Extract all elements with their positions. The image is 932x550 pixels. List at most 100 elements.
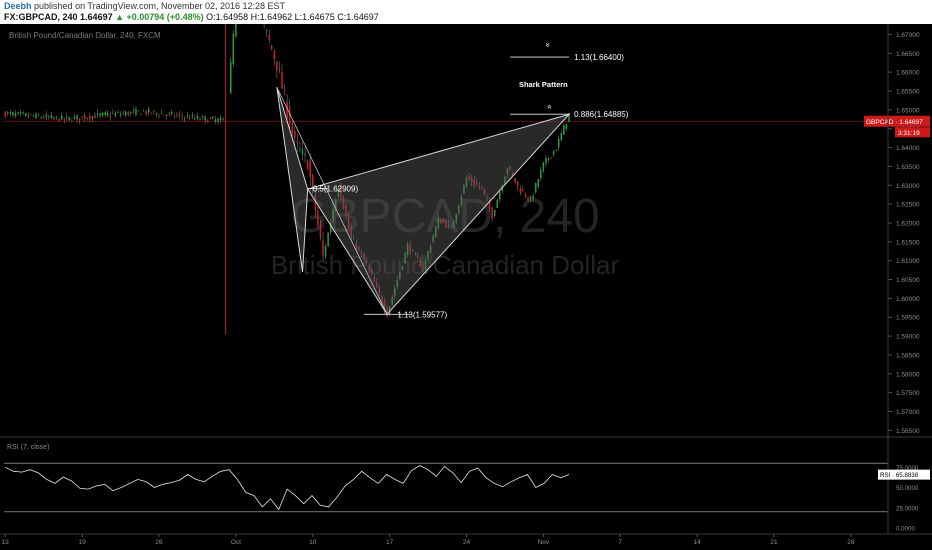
candle-body bbox=[32, 115, 35, 117]
candle-body bbox=[516, 181, 519, 187]
candle-body bbox=[399, 271, 401, 279]
author-link[interactable]: Deebh bbox=[4, 1, 32, 11]
x-tick-label: 21 bbox=[770, 539, 778, 546]
candle-body bbox=[58, 118, 60, 122]
candle-body bbox=[386, 308, 388, 317]
candle-body bbox=[171, 112, 173, 114]
candle-body bbox=[183, 117, 186, 119]
candle-body bbox=[447, 224, 450, 227]
x-tick-label: Oct bbox=[231, 539, 241, 546]
candle-body bbox=[299, 148, 301, 150]
candle-body bbox=[563, 124, 565, 135]
candle-body bbox=[229, 61, 232, 94]
candle-body bbox=[427, 251, 429, 260]
fib-level-label: 1.13(1.66400) bbox=[574, 53, 624, 62]
candle-body bbox=[42, 116, 45, 119]
candle-body bbox=[450, 226, 452, 227]
rsi-tick-label: 50.0000 bbox=[896, 485, 919, 492]
candle-body bbox=[304, 154, 306, 156]
candle-body bbox=[347, 215, 350, 228]
x-tick-label: 19 bbox=[79, 539, 87, 546]
candle-body bbox=[273, 50, 276, 60]
candle-body bbox=[7, 112, 9, 114]
candle-body bbox=[519, 188, 522, 193]
chart-title: British Pound/Canadian Dollar, 240, FXCM bbox=[9, 31, 161, 40]
candle-body bbox=[188, 118, 191, 120]
candle-body bbox=[532, 195, 534, 199]
candle-body bbox=[306, 161, 309, 170]
candle-body bbox=[534, 183, 537, 193]
y-tick-label: 1.61500 bbox=[896, 239, 920, 246]
candle-body bbox=[524, 193, 527, 197]
candle-body bbox=[335, 199, 337, 211]
candle-body bbox=[429, 245, 432, 253]
candle-body bbox=[294, 130, 296, 139]
candle-body bbox=[317, 210, 319, 226]
x-tick-label: 26 bbox=[155, 539, 163, 546]
shark-pattern: 0.5(1.62909) 1.13(1.59577) 0.886(1.64885) 1… bbox=[276, 43, 629, 319]
candle-body bbox=[37, 114, 40, 116]
candle-body bbox=[286, 101, 288, 117]
candle-body bbox=[404, 252, 406, 264]
candle-body bbox=[219, 117, 222, 121]
candle-body bbox=[232, 33, 235, 65]
candle-body bbox=[381, 296, 383, 304]
candle-body bbox=[432, 235, 434, 242]
candle-body bbox=[314, 195, 317, 211]
y-tick-label: 1.56500 bbox=[896, 428, 920, 435]
candle-body bbox=[9, 112, 12, 114]
candle-body bbox=[565, 123, 568, 130]
candle-body bbox=[217, 118, 219, 122]
candle-body bbox=[550, 157, 552, 159]
x-tick-label: 7 bbox=[618, 539, 622, 546]
candle-body bbox=[201, 116, 204, 118]
candle-body bbox=[324, 246, 327, 257]
candle-body bbox=[235, 24, 237, 37]
candle-body bbox=[186, 115, 188, 117]
candle-body bbox=[68, 117, 71, 121]
y-tick-label: 1.61000 bbox=[896, 258, 920, 265]
candle-body bbox=[301, 149, 304, 155]
y-tick-label: 1.65500 bbox=[896, 88, 920, 95]
candle-body bbox=[63, 118, 65, 120]
candle-body bbox=[555, 149, 557, 151]
publish-line: Deebh published on TradingView.com, Nove… bbox=[4, 1, 285, 11]
candle-body bbox=[137, 110, 140, 112]
candle-body bbox=[414, 253, 417, 255]
rsi-tick-label: 0.0000 bbox=[896, 526, 915, 533]
candle-body bbox=[455, 214, 458, 222]
candle-body bbox=[112, 112, 114, 114]
candle-body bbox=[291, 123, 294, 134]
candle-body bbox=[475, 182, 478, 185]
candle-body bbox=[48, 116, 50, 118]
candle-body bbox=[281, 72, 283, 89]
target-down-chevron-icon: » bbox=[543, 43, 552, 48]
candle-body bbox=[540, 169, 542, 179]
candle-body bbox=[222, 119, 224, 121]
candle-body bbox=[155, 113, 158, 115]
candle-body bbox=[496, 199, 499, 209]
candle-body bbox=[409, 244, 411, 253]
candle-body bbox=[568, 113, 570, 123]
candle-body bbox=[488, 200, 491, 209]
candle-body bbox=[393, 288, 396, 296]
candle-body bbox=[511, 172, 514, 176]
candle-body bbox=[332, 209, 335, 222]
chart-canvas[interactable]: GBPCAD, 240 British Pound/Canadian Dolla… bbox=[0, 24, 932, 550]
x-tick-label: 28 bbox=[847, 539, 855, 546]
candle-body bbox=[25, 113, 27, 116]
rsi-tick-label: 75.0000 bbox=[896, 465, 919, 472]
last-price-label: GBPCAD · 1.64697 bbox=[866, 119, 923, 126]
candle-body bbox=[470, 177, 473, 183]
candle-body bbox=[107, 113, 109, 116]
candle-body bbox=[376, 282, 378, 287]
candle-body bbox=[194, 117, 196, 119]
y-tick-label: 1.64000 bbox=[896, 145, 920, 152]
candle-body bbox=[527, 196, 529, 200]
candle-body bbox=[73, 116, 76, 119]
y-tick-label: 1.63000 bbox=[896, 183, 920, 190]
candle-body bbox=[109, 115, 112, 117]
price-change: ▲ +0.00794 (+0.48%) bbox=[115, 12, 204, 22]
candle-body bbox=[452, 221, 455, 228]
countdown-label: 3:31:19 bbox=[898, 130, 920, 137]
